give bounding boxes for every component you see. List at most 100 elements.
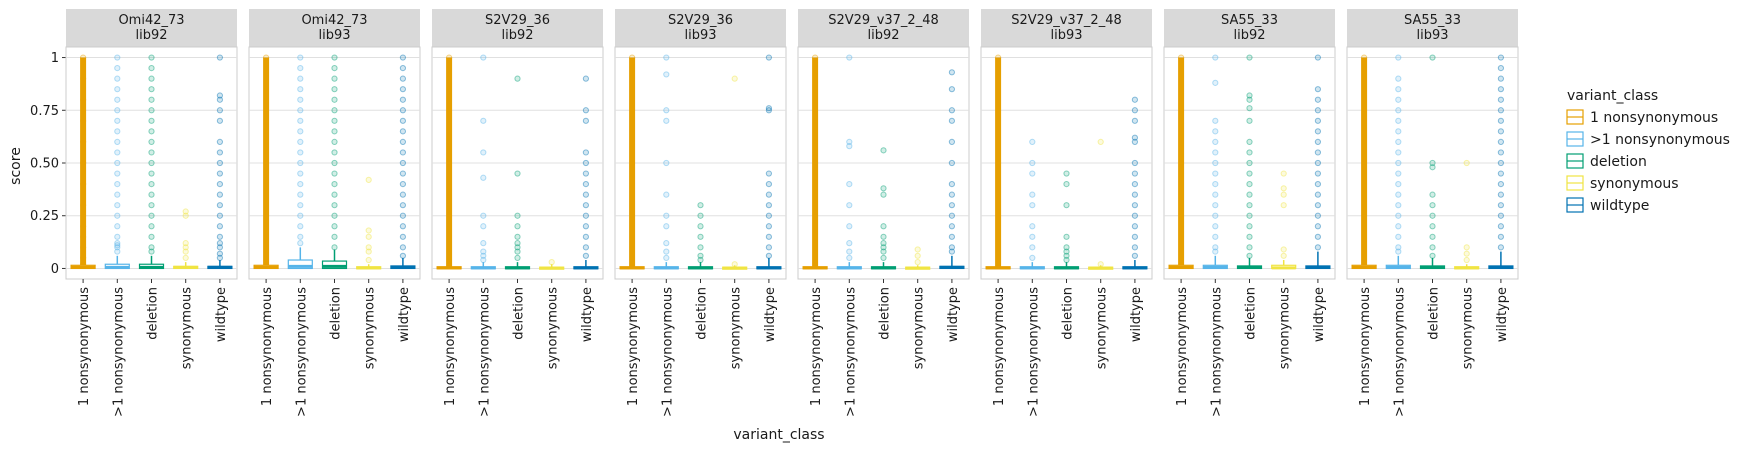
outlier-point — [148, 202, 155, 209]
box-deletion — [870, 147, 897, 270]
outlier-point — [1029, 233, 1036, 240]
outlier-point — [514, 233, 521, 240]
x-tick-label: wildtype — [1129, 287, 1144, 342]
outlier-point — [663, 212, 670, 219]
facet-strip-label: SA55_33 — [1221, 13, 1278, 28]
outlier-point — [331, 212, 338, 219]
outlier-point — [331, 223, 338, 230]
outlier-point — [114, 128, 121, 135]
outlier-point — [582, 191, 590, 198]
x-tick-label: 1 nonsynonymous — [77, 287, 92, 406]
outlier-point — [1131, 107, 1139, 114]
facet-strip — [798, 9, 969, 47]
outlier-point — [1395, 117, 1402, 124]
outlier-point — [1097, 138, 1104, 146]
outlier-point — [1497, 107, 1505, 114]
facet-strip — [615, 9, 786, 47]
outlier-point — [582, 159, 590, 167]
x-tick-label: >1 nonsynonymous — [1026, 287, 1041, 417]
outlier-point — [1314, 191, 1322, 198]
box-1-nonsynonymous — [253, 54, 279, 270]
outlier-point — [1131, 170, 1139, 177]
outlier-point — [1314, 212, 1322, 219]
outlier-point — [399, 128, 406, 135]
x-tick-label: synonymous — [729, 287, 744, 369]
outlier-point — [216, 180, 223, 188]
facet-strip-label: S2V29_36 — [485, 13, 550, 28]
outlier-point — [582, 252, 590, 259]
legend-item-1-nonsynonymous: 1 nonsynonymous — [1566, 109, 1718, 126]
outlier-point — [1063, 244, 1070, 251]
outlier-point — [331, 180, 338, 188]
outlier-point — [582, 75, 590, 82]
outlier-point — [514, 254, 521, 262]
outlier-point — [114, 64, 121, 72]
x-tick-label: >1 nonsynonymous — [1209, 287, 1224, 417]
legend-label: >1 nonsynonymous — [1590, 132, 1730, 148]
outlier-point — [1212, 212, 1219, 219]
outlier-point — [1314, 202, 1322, 209]
outlier-point — [331, 96, 338, 103]
box-wildtype — [573, 75, 599, 270]
outlier-point — [216, 92, 223, 99]
outlier-point — [731, 75, 738, 82]
outlier-point — [148, 86, 155, 93]
outlier-point — [1029, 170, 1036, 177]
outlier-point — [1280, 246, 1287, 253]
outlier-point — [1212, 191, 1219, 198]
outlier-point — [148, 107, 155, 114]
box-deletion — [1236, 54, 1263, 270]
outlier-point — [1395, 107, 1402, 114]
outlier-point — [948, 248, 956, 255]
outlier-point — [1029, 254, 1036, 262]
outlier-point — [148, 75, 155, 82]
box-synonymous — [539, 259, 565, 270]
outlier-point — [399, 233, 406, 240]
outlier-point — [297, 180, 304, 188]
outlier-point — [582, 233, 590, 240]
outlier-point — [331, 117, 338, 124]
outlier-point — [148, 128, 155, 135]
outlier-point — [480, 117, 487, 124]
outlier-point — [399, 212, 406, 219]
outlier-point — [1246, 252, 1253, 259]
outlier-point — [663, 159, 670, 167]
facet-strip-label: lib93 — [1050, 28, 1082, 43]
outlier-point — [765, 252, 773, 259]
outlier-point — [297, 54, 304, 61]
box-1-nonsynonymous — [436, 54, 462, 270]
outlier-point — [1063, 202, 1070, 209]
x-tick-label: wildtype — [1495, 287, 1510, 342]
outlier-point — [948, 212, 956, 219]
outlier-point — [331, 159, 338, 167]
outlier-point — [880, 244, 887, 251]
outlier-point — [1131, 233, 1139, 240]
outlier-point — [1429, 159, 1436, 167]
outlier-point — [399, 159, 406, 167]
x-tick-label: deletion — [878, 287, 893, 340]
outlier-point — [948, 86, 956, 93]
outlier-point — [1212, 54, 1219, 61]
y-tick-label: 1 — [51, 51, 59, 66]
outlier-point — [948, 233, 956, 240]
facet-strip — [981, 9, 1152, 47]
x-tick-label: synonymous — [1278, 287, 1293, 369]
outlier-point — [1497, 212, 1505, 219]
outlier-point — [182, 248, 189, 255]
outlier-point — [1497, 128, 1505, 135]
outlier-point — [846, 180, 853, 188]
outlier-point — [365, 248, 372, 255]
outlier-point — [399, 180, 406, 188]
outlier-point — [297, 64, 304, 72]
outlier-point — [765, 244, 773, 251]
box-deletion — [321, 54, 348, 270]
legend-item-synonymous: synonymous — [1566, 175, 1679, 192]
outlier-point — [148, 159, 155, 167]
outlier-point — [1280, 191, 1287, 198]
legend-label: deletion — [1590, 154, 1647, 170]
outlier-point — [1429, 223, 1436, 230]
outlier-point — [1497, 86, 1505, 93]
outlier-point — [331, 54, 338, 61]
x-tick-label: >1 nonsynonymous — [111, 287, 126, 417]
outlier-point — [948, 159, 956, 167]
